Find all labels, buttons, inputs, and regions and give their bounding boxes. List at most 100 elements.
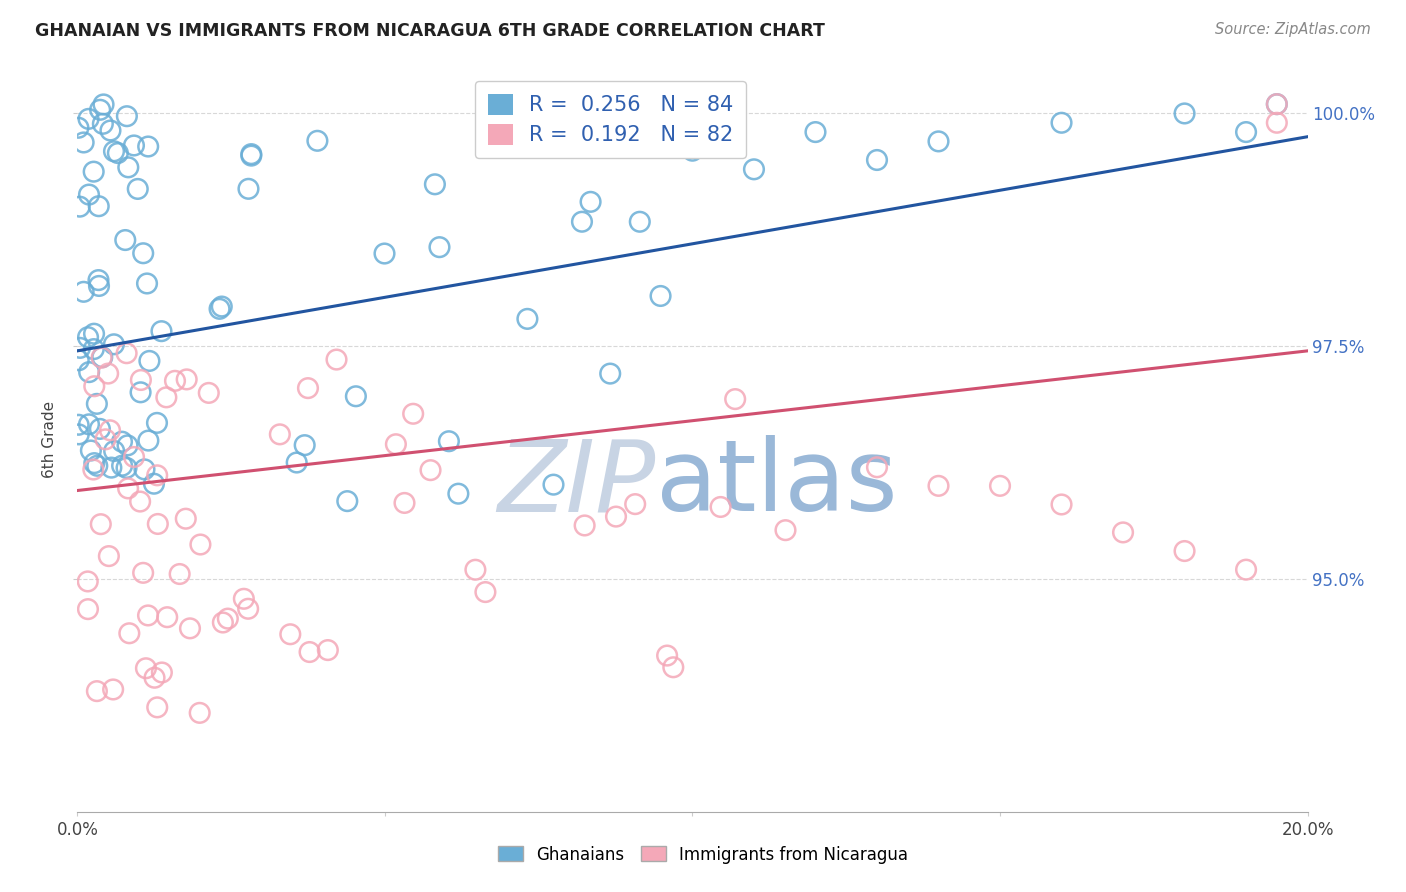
Point bbox=[72, 285, 94, 299]
Point bbox=[599, 367, 621, 381]
Point bbox=[211, 300, 233, 314]
Point bbox=[146, 700, 169, 714]
Point bbox=[129, 373, 152, 387]
Point bbox=[1234, 563, 1257, 577]
Point bbox=[107, 146, 129, 161]
Point bbox=[77, 417, 100, 432]
Point bbox=[236, 601, 259, 615]
Point bbox=[325, 352, 347, 367]
Point bbox=[136, 139, 159, 153]
Point bbox=[174, 512, 197, 526]
Point bbox=[89, 103, 111, 117]
Point bbox=[373, 246, 395, 260]
Point bbox=[67, 417, 90, 432]
Point bbox=[129, 385, 152, 400]
Point bbox=[111, 458, 134, 473]
Point bbox=[134, 462, 156, 476]
Point bbox=[155, 390, 177, 404]
Point bbox=[297, 381, 319, 395]
Point bbox=[146, 416, 169, 430]
Point bbox=[83, 164, 105, 178]
Point bbox=[86, 458, 108, 473]
Point bbox=[91, 117, 114, 131]
Point bbox=[579, 194, 602, 209]
Point bbox=[208, 301, 231, 316]
Point bbox=[628, 215, 651, 229]
Point bbox=[662, 660, 685, 674]
Point bbox=[90, 517, 112, 532]
Point bbox=[127, 182, 149, 196]
Point bbox=[77, 187, 100, 202]
Point bbox=[474, 585, 496, 599]
Point bbox=[117, 438, 139, 452]
Point bbox=[682, 144, 704, 158]
Point bbox=[188, 706, 211, 720]
Point bbox=[394, 496, 416, 510]
Point bbox=[69, 200, 91, 214]
Point bbox=[650, 289, 672, 303]
Point bbox=[316, 643, 339, 657]
Point bbox=[143, 671, 166, 685]
Point bbox=[775, 523, 797, 537]
Point bbox=[83, 342, 105, 356]
Point bbox=[114, 233, 136, 247]
Point bbox=[83, 379, 105, 393]
Point bbox=[83, 326, 105, 341]
Point bbox=[605, 509, 627, 524]
Point bbox=[94, 433, 117, 447]
Point bbox=[269, 427, 291, 442]
Point bbox=[117, 482, 139, 496]
Point bbox=[67, 120, 90, 135]
Point bbox=[89, 422, 111, 436]
Point bbox=[98, 423, 121, 437]
Point bbox=[710, 500, 733, 514]
Point bbox=[1112, 525, 1135, 540]
Point bbox=[115, 461, 138, 475]
Point bbox=[278, 627, 301, 641]
Point bbox=[464, 563, 486, 577]
Point bbox=[1050, 498, 1073, 512]
Point bbox=[90, 351, 112, 365]
Point bbox=[87, 273, 110, 287]
Point bbox=[77, 112, 100, 126]
Point bbox=[866, 153, 889, 167]
Point bbox=[190, 537, 212, 551]
Point bbox=[100, 123, 122, 137]
Point bbox=[129, 494, 152, 508]
Point bbox=[86, 684, 108, 698]
Point bbox=[212, 615, 235, 630]
Point bbox=[67, 427, 90, 442]
Point bbox=[136, 608, 159, 623]
Legend: Ghanaians, Immigrants from Nicaragua: Ghanaians, Immigrants from Nicaragua bbox=[491, 839, 915, 871]
Point bbox=[543, 477, 565, 491]
Point bbox=[118, 626, 141, 640]
Point bbox=[143, 476, 166, 491]
Point bbox=[132, 246, 155, 260]
Point bbox=[87, 279, 110, 293]
Point bbox=[72, 136, 94, 150]
Point bbox=[516, 311, 538, 326]
Point bbox=[163, 374, 186, 388]
Point bbox=[77, 365, 100, 379]
Point bbox=[217, 612, 239, 626]
Point bbox=[402, 407, 425, 421]
Point bbox=[804, 125, 827, 139]
Point bbox=[624, 497, 647, 511]
Point bbox=[742, 162, 765, 177]
Point bbox=[1174, 544, 1197, 558]
Point bbox=[179, 621, 201, 635]
Point bbox=[429, 240, 451, 254]
Point bbox=[122, 450, 145, 464]
Text: atlas: atlas bbox=[655, 435, 897, 533]
Point bbox=[197, 385, 219, 400]
Point bbox=[1174, 106, 1197, 120]
Point bbox=[928, 479, 950, 493]
Point bbox=[138, 354, 160, 368]
Point bbox=[574, 518, 596, 533]
Point bbox=[232, 591, 254, 606]
Point bbox=[240, 148, 263, 162]
Text: Source: ZipAtlas.com: Source: ZipAtlas.com bbox=[1215, 22, 1371, 37]
Point bbox=[344, 389, 367, 403]
Point bbox=[97, 549, 120, 563]
Legend: R =  0.256   N = 84, R =  0.192   N = 82: R = 0.256 N = 84, R = 0.192 N = 82 bbox=[475, 81, 747, 158]
